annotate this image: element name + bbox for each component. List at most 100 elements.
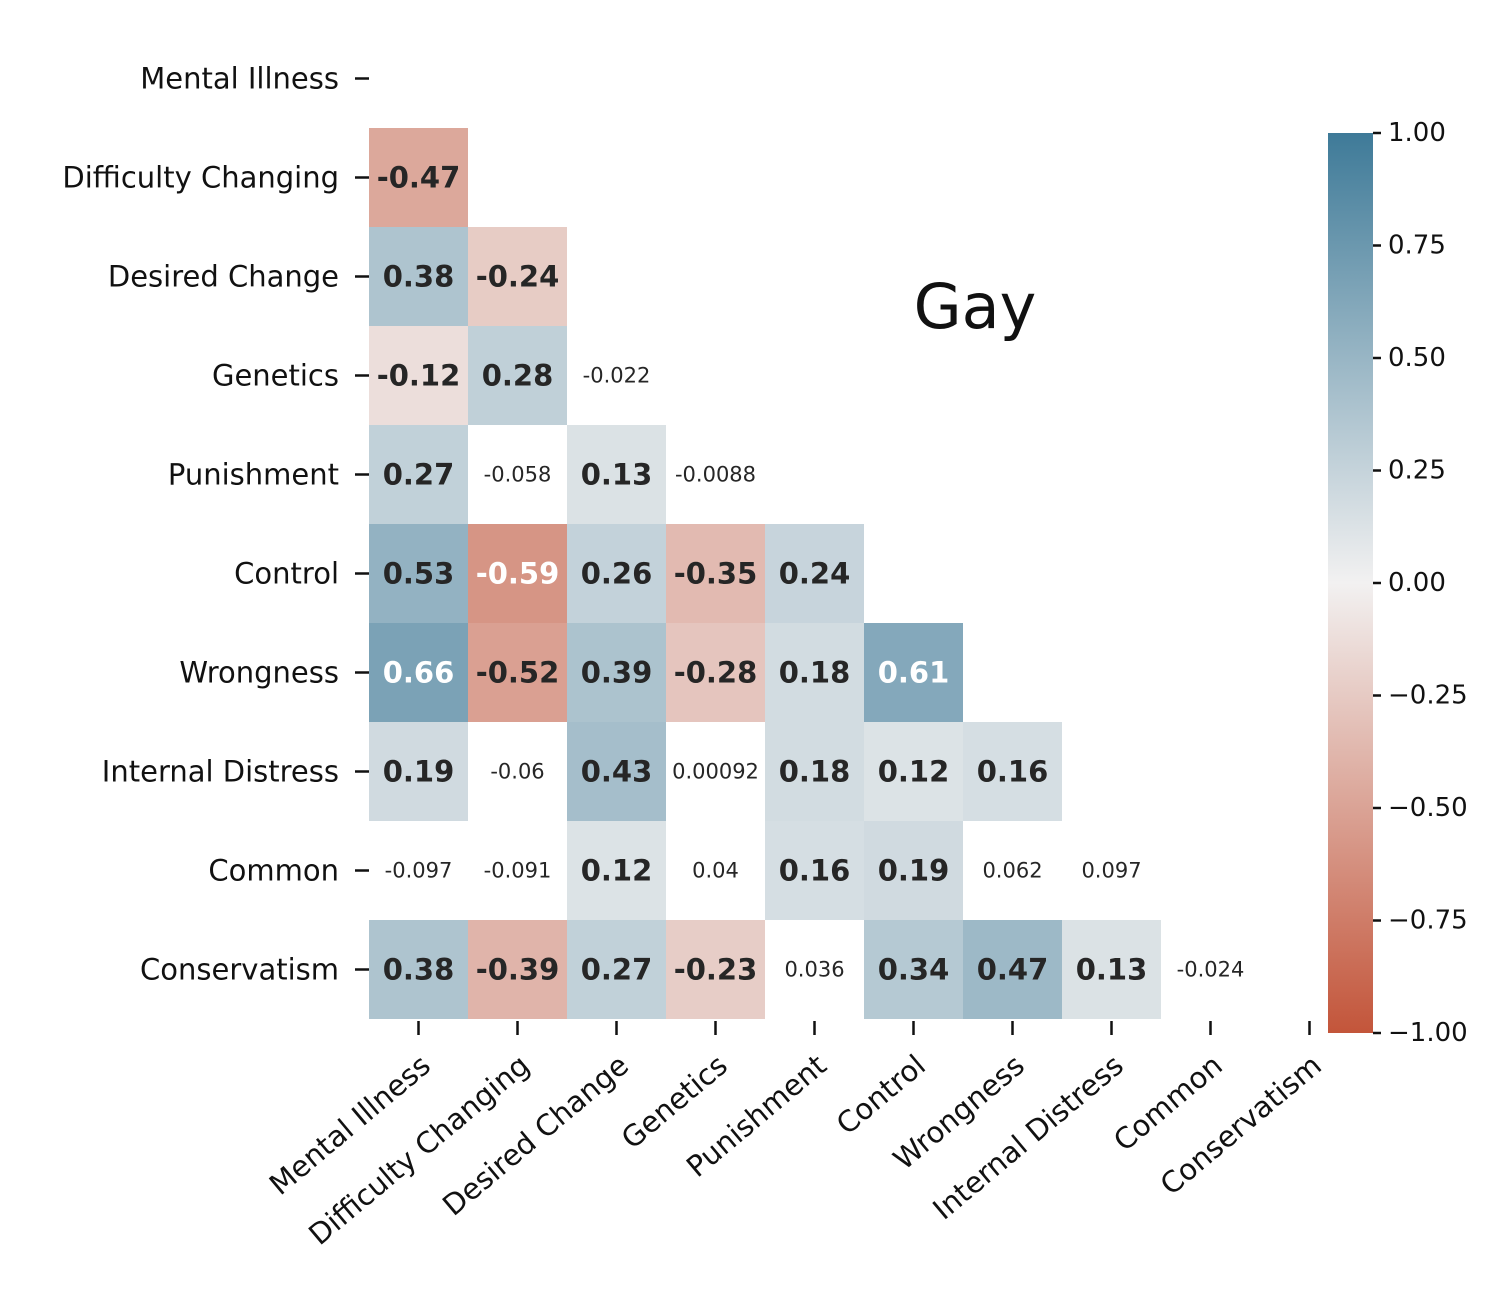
heatmap-cell	[765, 920, 864, 1019]
heatmap-cell	[864, 821, 963, 920]
heatmap-cell	[369, 722, 468, 821]
heatmap-cell	[567, 623, 666, 722]
cell-value-label: -0.091	[484, 859, 552, 883]
cell-value-label: -0.39	[476, 953, 560, 987]
heatmap-cell	[666, 722, 765, 821]
cell-value-label: -0.47	[377, 161, 461, 195]
cell-value-label: 0.24	[779, 557, 851, 591]
cell-value-label: -0.23	[674, 953, 758, 987]
cell-value-label: -0.022	[583, 364, 651, 388]
cell-value-label: -0.0088	[675, 463, 756, 487]
cell-value-label: -0.024	[1177, 958, 1245, 982]
colorbar-tick-label: 0.50	[1388, 343, 1446, 373]
y-tick-label: Control	[234, 557, 339, 591]
y-tick-label: Mental Illness	[140, 62, 339, 96]
colorbar-tick-label: 0.75	[1388, 231, 1446, 261]
colorbar-tick-label: 0.00	[1388, 568, 1446, 598]
heatmap-cell	[1062, 920, 1161, 1019]
y-tick-label: Desired Change	[108, 260, 339, 294]
heatmap-cell	[765, 623, 864, 722]
heatmap-cell	[468, 920, 567, 1019]
cell-value-label: 0.04	[692, 859, 739, 883]
cell-value-label: 0.13	[581, 458, 653, 492]
heatmap-cell	[963, 821, 1062, 920]
cell-value-label: 0.19	[878, 854, 950, 888]
heatmap-cell	[567, 821, 666, 920]
cell-value-label: 0.66	[383, 656, 455, 690]
heatmap-cell	[666, 623, 765, 722]
y-tick-label: Internal Distress	[102, 755, 339, 789]
heatmap-cell	[765, 722, 864, 821]
colorbar-tick-label: 1.00	[1388, 118, 1446, 148]
heatmap-cell	[1161, 920, 1260, 1019]
heatmap-cell	[369, 128, 468, 227]
y-tick-label: Genetics	[212, 359, 339, 393]
y-tick-label: Punishment	[168, 458, 339, 492]
cell-value-label: 0.16	[779, 854, 851, 888]
heatmap-cell	[864, 722, 963, 821]
heatmap-cell	[468, 722, 567, 821]
heatmap-cell	[369, 425, 468, 524]
heatmap-cell	[1062, 821, 1161, 920]
heatmap-cell	[567, 524, 666, 623]
cell-value-label: 0.18	[779, 656, 851, 690]
heatmap-cell	[369, 326, 468, 425]
heatmap-cell	[567, 425, 666, 524]
heatmap-cell	[468, 524, 567, 623]
heatmap-cell	[765, 821, 864, 920]
heatmap-cell	[666, 821, 765, 920]
cell-value-label: 0.18	[779, 755, 851, 789]
cell-value-label: 0.39	[581, 656, 653, 690]
cell-value-label: 0.036	[784, 958, 844, 982]
cell-value-label: 0.61	[878, 656, 950, 690]
cell-value-label: 0.19	[383, 755, 455, 789]
heatmap-cell	[468, 821, 567, 920]
cell-value-label: -0.59	[476, 557, 560, 591]
heatmap-cell	[468, 425, 567, 524]
heatmap-cell	[369, 623, 468, 722]
heatmap-cell	[468, 227, 567, 326]
cell-value-label: -0.06	[490, 760, 544, 784]
heatmap-cell	[765, 524, 864, 623]
colorbar-tick-label: 0.25	[1388, 456, 1446, 486]
heatmap-cell	[864, 623, 963, 722]
cell-value-label: 0.38	[383, 260, 455, 294]
cell-value-label: 0.097	[1081, 859, 1141, 883]
heatmap-cell	[963, 920, 1062, 1019]
heatmap-cell	[468, 326, 567, 425]
cell-value-label: 0.00092	[672, 760, 759, 784]
colorbar-tick-label: −1.00	[1388, 1018, 1468, 1048]
cell-value-label: -0.35	[674, 557, 758, 591]
heatmap-cell	[369, 227, 468, 326]
y-tick-label: Common	[208, 854, 339, 888]
heatmap-cell	[567, 722, 666, 821]
y-tick-label: Conservatism	[140, 953, 339, 987]
cell-value-label: 0.27	[383, 458, 455, 492]
cell-value-label: 0.47	[977, 953, 1049, 987]
heatmap-cell	[369, 821, 468, 920]
heatmap-cell	[666, 524, 765, 623]
cell-value-label: -0.12	[377, 359, 461, 393]
cell-value-label: -0.097	[385, 859, 453, 883]
heatmap-cell	[369, 524, 468, 623]
heatmap-cell	[567, 326, 666, 425]
cell-value-label: 0.34	[878, 953, 950, 987]
cell-value-label: 0.12	[581, 854, 653, 888]
colorbar: 1.00 0.75 0.50 0.25 0.00 −0.25 −0.50 −0.75 −1.00	[1328, 118, 1468, 1048]
heatmap-cells: -0.47 0.38 -0.24 -0.12 0.28 -0.022 0.27 -0.058 0…	[369, 128, 1260, 1019]
cell-value-label: -0.52	[476, 656, 560, 690]
heatmap-cell	[369, 920, 468, 1019]
colorbar-tick-label: −0.75	[1388, 906, 1468, 936]
y-tick-label: Difficulty Changing	[62, 161, 339, 195]
y-tick-label: Wrongness	[179, 656, 339, 690]
colorbar-tick-label: −0.50	[1388, 793, 1468, 823]
cell-value-label: 0.38	[383, 953, 455, 987]
cell-value-label: -0.058	[484, 463, 552, 487]
heatmap-cell	[666, 425, 765, 524]
cell-value-label: 0.12	[878, 755, 950, 789]
cell-value-label: 0.13	[1076, 953, 1148, 987]
cell-value-label: -0.28	[674, 656, 758, 690]
cell-value-label: 0.53	[383, 557, 455, 591]
